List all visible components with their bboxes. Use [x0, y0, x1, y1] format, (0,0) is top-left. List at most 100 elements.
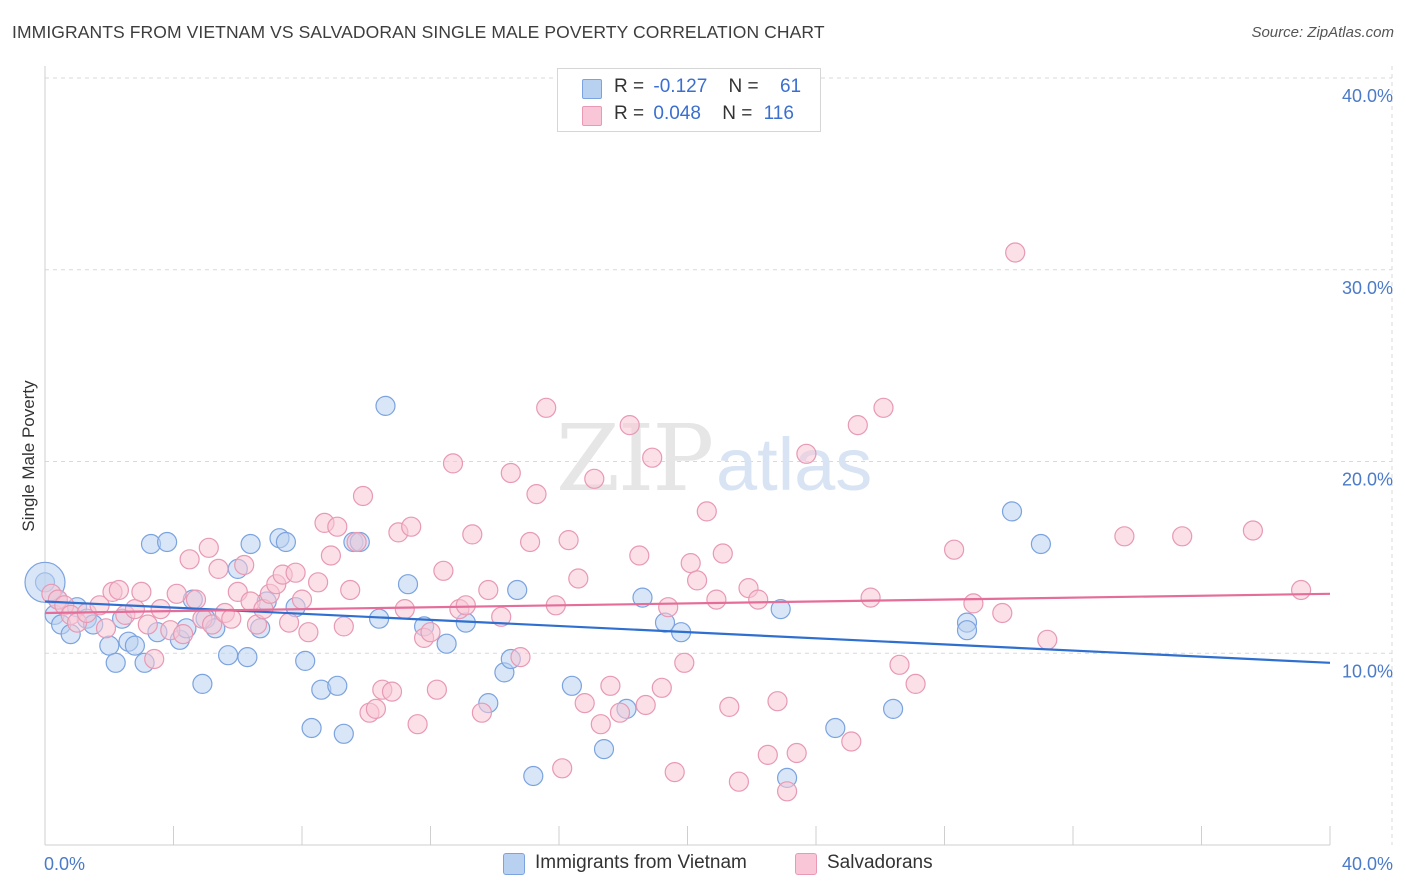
salvadorans-point-98: [767, 691, 788, 712]
vietnam-point-26: [240, 533, 261, 555]
salvadorans-point-81: [629, 545, 650, 566]
salvadorans-point-13: [137, 614, 158, 635]
vietnam-point-23: [218, 645, 239, 666]
vietnam-point-49: [523, 765, 544, 787]
vietnam-point-61: [956, 620, 978, 641]
salvadorans-point-76: [584, 468, 605, 489]
salvadorans-point-114: [1172, 526, 1193, 547]
salvadorans-point-67: [510, 646, 531, 668]
vietnam-point-20: [192, 673, 213, 695]
vietnam-point-59: [882, 698, 904, 720]
salvadorans-point-110: [992, 602, 1013, 624]
vietnam-point-35: [327, 675, 348, 696]
salvadorans-point-103: [847, 415, 868, 436]
salvadorans-point-97: [757, 744, 778, 766]
salvadorans-point-77: [590, 714, 611, 735]
legend-n-value: 116: [763, 103, 794, 124]
salvadorans-point-46: [352, 485, 374, 507]
salvadorans-point-19: [179, 549, 200, 570]
watermark: ZIP atlas: [556, 405, 872, 512]
bottom-legend-swatch-salvadorans: [795, 853, 817, 875]
salvadorans-point-106: [889, 654, 910, 675]
salvadorans-point-12: [131, 581, 152, 603]
salvadorans-point-61: [455, 595, 476, 616]
salvadorans-point-28: [234, 554, 255, 576]
salvadorans-point-104: [860, 587, 881, 608]
y-tick-label-2: 30.0%: [1342, 278, 1393, 298]
salvadorans-point-53: [401, 516, 422, 537]
salvadorans-point-70: [536, 397, 557, 418]
salvadorans-point-57: [426, 679, 447, 700]
salvadorans-point-85: [658, 597, 679, 618]
salvadorans-point-68: [519, 531, 541, 553]
salvadorans-point-113: [1114, 526, 1135, 547]
salvadorans-point-41: [320, 545, 341, 566]
salvadorans-point-11: [124, 598, 145, 620]
salvadorans-point-105: [873, 397, 894, 418]
y-tick-label-3: 40.0%: [1342, 86, 1393, 106]
salvadorans-point-15: [150, 598, 171, 620]
salvadorans-point-20: [185, 589, 207, 610]
vietnam-trend-line: [44, 600, 1331, 664]
salvadorans-point-39: [308, 572, 329, 593]
salvadorans-point-18: [173, 623, 194, 645]
salvadorans-point-108: [943, 539, 965, 560]
salvadorans-point-94: [728, 771, 750, 792]
vietnam-point-53: [632, 587, 653, 608]
salvadorans-point-99: [776, 781, 798, 802]
salvadorans-point-115: [1242, 520, 1264, 541]
salvadorans-point-90: [696, 501, 717, 522]
salvadorans-point-9: [108, 579, 130, 601]
vietnam-point-32: [295, 650, 316, 672]
salvadorans-point-58: [433, 560, 454, 581]
legend-text-vietnam: R = -0.127 N = 61: [614, 76, 801, 98]
salvadorans-point-96: [748, 589, 769, 610]
vietnam-point-51: [593, 738, 615, 760]
axes: [44, 66, 1331, 846]
salvadorans-point-79: [609, 702, 631, 723]
salvadorans-point-44: [340, 579, 361, 601]
legend-text-salvadorans: R = 0.048 N = 116: [614, 103, 794, 125]
salvadorans-point-93: [719, 696, 740, 718]
legend-n-label: N =: [728, 76, 759, 97]
trend-lines: [44, 592, 1331, 664]
salvadorans-point-75: [574, 692, 595, 714]
salvadorans-point-107: [905, 673, 926, 695]
vietnam-point-43: [436, 633, 457, 654]
bottom-legend-swatch-vietnam: [503, 853, 525, 875]
salvadorans-point-24: [208, 558, 229, 580]
salvadorans-point-35: [279, 612, 300, 633]
salvadorans-point-45: [346, 531, 367, 553]
salvadorans-point-109: [963, 593, 984, 614]
salvadorans-point-66: [500, 462, 521, 484]
salvadorans-point-63: [471, 702, 492, 723]
bottom-legend-label-salvadorans: Salvadorans: [827, 852, 933, 873]
salvadorans-point-92: [712, 543, 733, 564]
salvadorans-point-112: [1037, 629, 1058, 650]
salvadorans-point-91: [706, 589, 727, 610]
salvadorans-point-102: [841, 731, 862, 752]
salvadorans-point-23: [202, 614, 223, 635]
correlation-legend: R = -0.127 N = 61 R = 0.048 N = 116: [557, 68, 821, 132]
salvadorans-point-50: [381, 681, 403, 702]
salvadorans-point-52: [394, 598, 415, 620]
salvadorans-point-36: [285, 562, 306, 583]
grid-lines: [45, 66, 1393, 845]
legend-r-label: R =: [614, 76, 645, 97]
vietnam-point-25: [237, 646, 258, 668]
y-tick-label-0: 10.0%: [1342, 661, 1393, 681]
salvadorans-trend-line: [44, 592, 1331, 615]
legend-r-value: 0.048: [653, 103, 701, 124]
salvadorans-point-89: [686, 570, 708, 591]
chart-title: IMMIGRANTS FROM VIETNAM VS SALVADORAN SI…: [12, 22, 825, 42]
vietnam-point-56: [770, 598, 791, 620]
salvadorans-point-73: [558, 529, 579, 551]
x-tick-labels: 0.0% 40.0%: [44, 854, 1393, 874]
legend-r-label: R =: [614, 103, 645, 124]
salvadorans-point-26: [221, 608, 242, 629]
y-axis-label: Single Male Poverty: [19, 380, 38, 532]
vietnam-point-62: [1001, 501, 1023, 522]
salvadorans-point-69: [526, 484, 547, 505]
legend-swatch-vietnam: [582, 79, 602, 99]
